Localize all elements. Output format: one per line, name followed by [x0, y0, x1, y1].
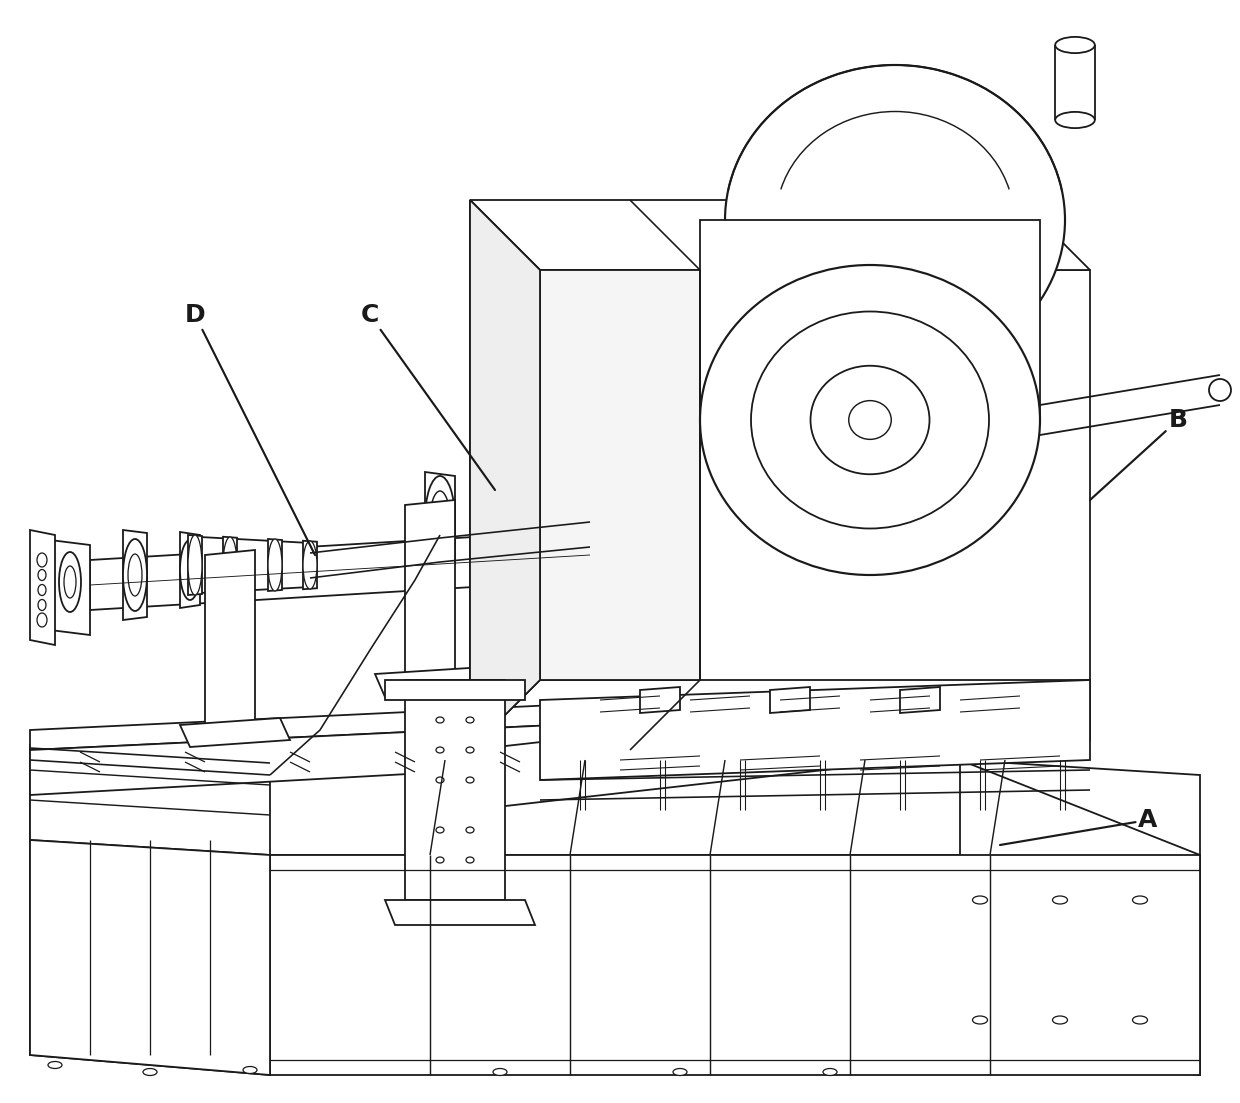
Ellipse shape — [1055, 36, 1095, 53]
Ellipse shape — [1055, 111, 1095, 128]
Polygon shape — [91, 531, 590, 610]
Ellipse shape — [38, 569, 46, 580]
Polygon shape — [30, 531, 55, 645]
Ellipse shape — [37, 553, 47, 567]
Ellipse shape — [37, 613, 47, 627]
Ellipse shape — [751, 311, 990, 528]
Ellipse shape — [430, 491, 450, 549]
Ellipse shape — [1209, 379, 1231, 401]
Polygon shape — [470, 200, 1090, 270]
Ellipse shape — [303, 540, 317, 589]
Polygon shape — [405, 681, 505, 900]
Polygon shape — [180, 718, 290, 747]
Polygon shape — [50, 540, 91, 635]
Text: A: A — [999, 808, 1158, 845]
Ellipse shape — [466, 717, 474, 722]
Polygon shape — [200, 537, 310, 593]
Ellipse shape — [491, 488, 508, 540]
Ellipse shape — [128, 554, 143, 596]
Ellipse shape — [38, 585, 46, 596]
Ellipse shape — [425, 476, 455, 564]
Text: D: D — [185, 303, 315, 555]
Polygon shape — [180, 532, 200, 608]
Polygon shape — [30, 840, 270, 1075]
Text: B: B — [1090, 408, 1188, 500]
Polygon shape — [384, 681, 525, 700]
Polygon shape — [270, 855, 1200, 1075]
Polygon shape — [900, 687, 940, 713]
Polygon shape — [303, 540, 317, 589]
Ellipse shape — [1132, 1016, 1147, 1024]
Ellipse shape — [436, 827, 444, 833]
Ellipse shape — [466, 857, 474, 863]
Polygon shape — [770, 687, 810, 713]
Polygon shape — [425, 472, 455, 568]
Polygon shape — [30, 700, 660, 750]
Ellipse shape — [243, 1067, 257, 1073]
Ellipse shape — [223, 537, 237, 593]
Ellipse shape — [466, 777, 474, 783]
Polygon shape — [223, 537, 237, 593]
Ellipse shape — [494, 1069, 507, 1075]
Ellipse shape — [725, 65, 1065, 375]
Ellipse shape — [436, 857, 444, 863]
Ellipse shape — [436, 747, 444, 753]
Ellipse shape — [143, 1069, 157, 1075]
Polygon shape — [640, 687, 680, 713]
Polygon shape — [30, 760, 1200, 855]
Polygon shape — [539, 681, 1090, 780]
Polygon shape — [539, 270, 701, 681]
Polygon shape — [405, 500, 455, 685]
Polygon shape — [384, 900, 534, 925]
Polygon shape — [30, 840, 270, 1075]
Ellipse shape — [436, 717, 444, 722]
Polygon shape — [701, 219, 1040, 420]
Polygon shape — [268, 539, 281, 591]
Ellipse shape — [123, 539, 148, 611]
Polygon shape — [188, 535, 202, 595]
Polygon shape — [30, 745, 270, 855]
Ellipse shape — [1053, 896, 1068, 904]
Polygon shape — [205, 550, 255, 735]
Ellipse shape — [811, 366, 930, 474]
Ellipse shape — [435, 506, 445, 534]
Polygon shape — [374, 667, 495, 697]
Ellipse shape — [1132, 896, 1147, 904]
Ellipse shape — [848, 400, 892, 439]
Ellipse shape — [972, 896, 987, 904]
Ellipse shape — [48, 1061, 62, 1069]
Polygon shape — [470, 200, 539, 750]
Text: C: C — [361, 303, 495, 490]
Ellipse shape — [486, 473, 515, 555]
Polygon shape — [489, 470, 512, 558]
Ellipse shape — [268, 539, 281, 591]
Ellipse shape — [466, 827, 474, 833]
Polygon shape — [470, 200, 539, 750]
Ellipse shape — [436, 777, 444, 783]
Ellipse shape — [466, 747, 474, 753]
Ellipse shape — [38, 600, 46, 610]
Ellipse shape — [60, 552, 81, 612]
Ellipse shape — [489, 478, 512, 550]
Polygon shape — [539, 270, 1090, 681]
Polygon shape — [470, 681, 1090, 810]
Polygon shape — [960, 760, 1200, 1075]
Ellipse shape — [64, 566, 76, 598]
Ellipse shape — [673, 1069, 687, 1075]
Ellipse shape — [823, 1069, 837, 1075]
Ellipse shape — [1053, 1016, 1068, 1024]
Ellipse shape — [180, 540, 200, 600]
Ellipse shape — [701, 265, 1040, 575]
Ellipse shape — [188, 535, 202, 595]
Polygon shape — [123, 531, 148, 620]
Polygon shape — [30, 720, 660, 795]
Ellipse shape — [972, 1016, 987, 1024]
